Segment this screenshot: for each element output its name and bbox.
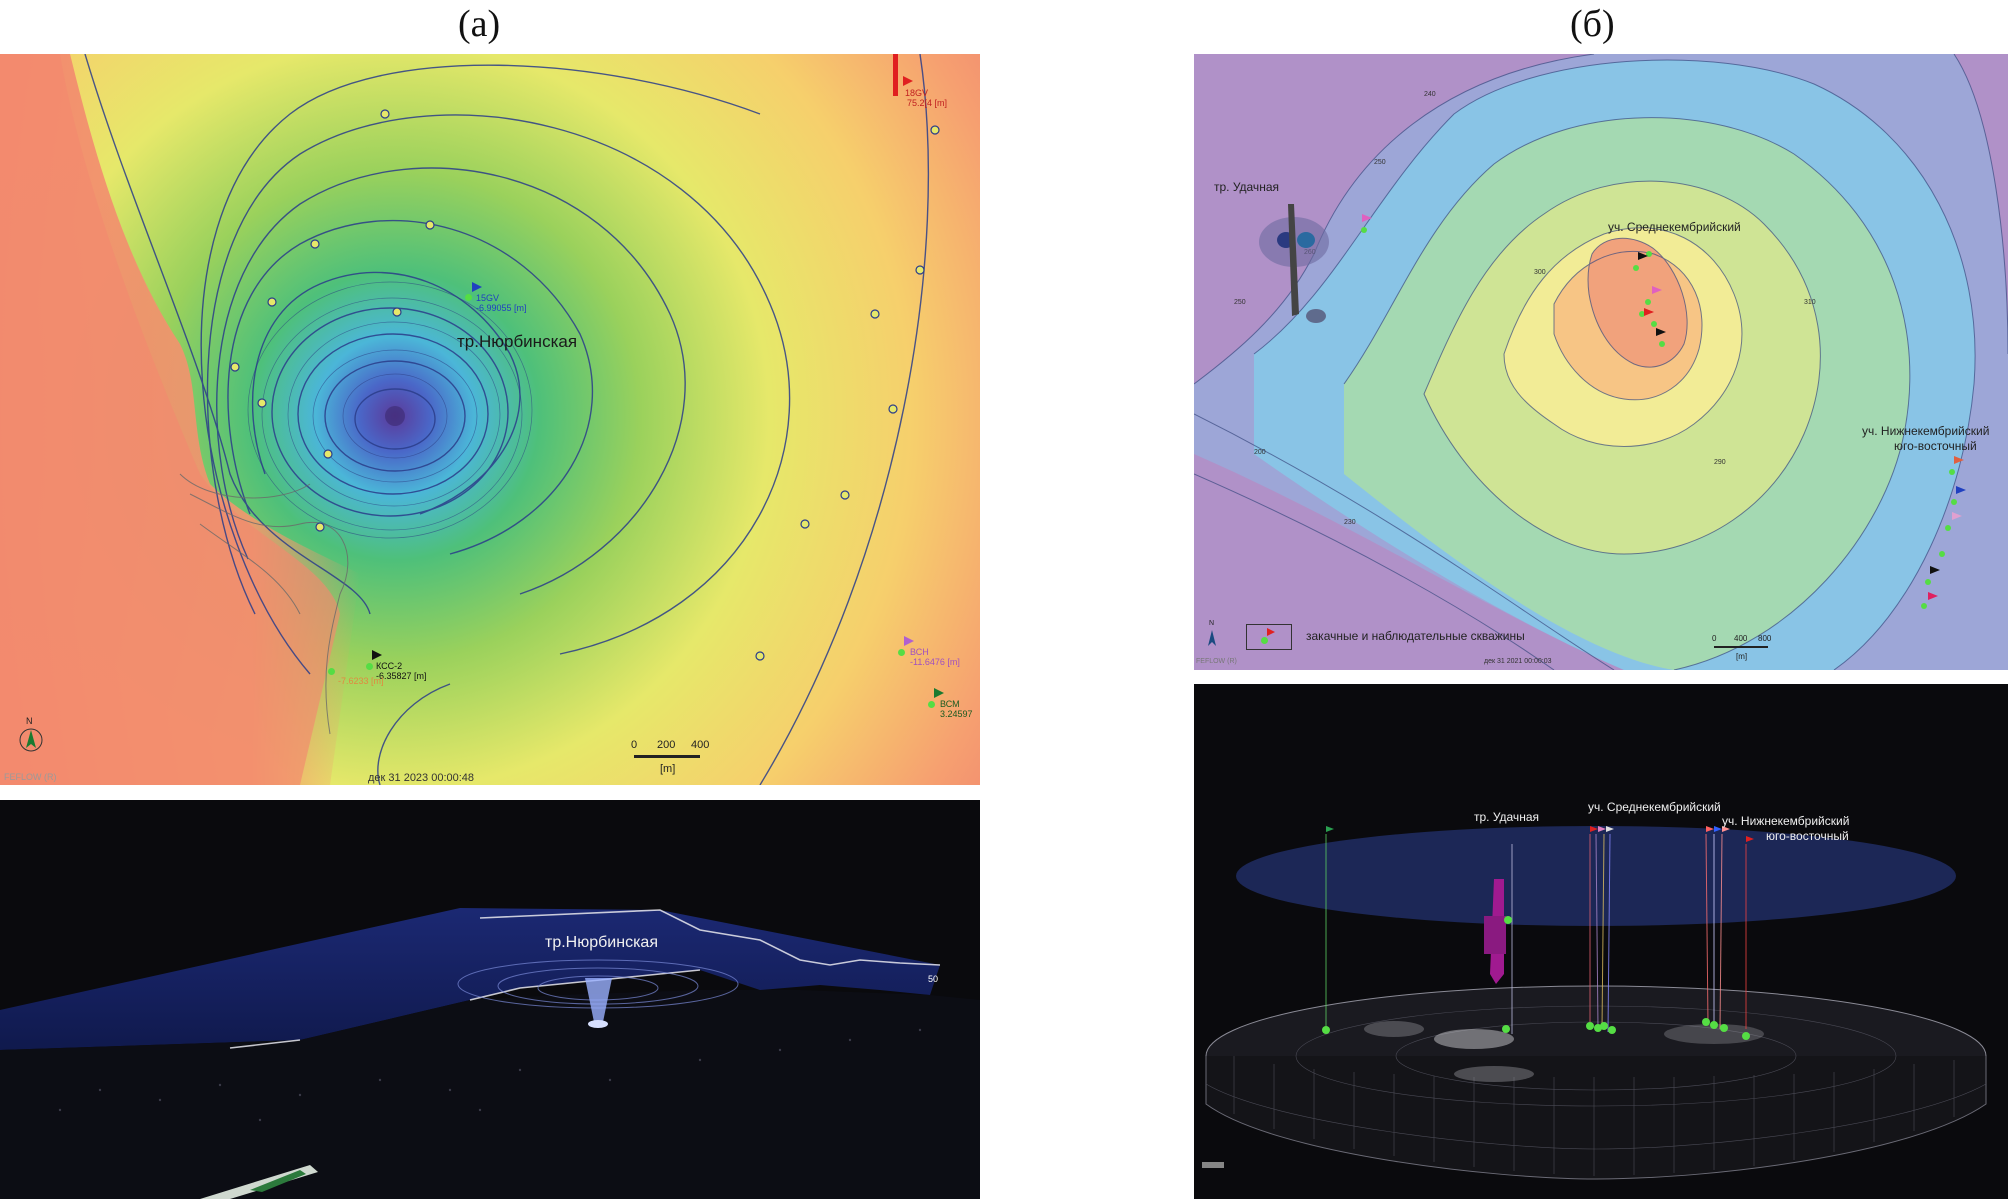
timestamp-a: дек 31 2023 00:00:48 [368,772,475,784]
label-udachnaya: тр. Удачная [1214,180,1279,194]
north-label-b: N [1209,620,1215,627]
well-18gv-value: 75.2[4 [m] [907,98,948,108]
well-18gv-name: 18GV [905,88,929,98]
caption-left: (a) [458,3,501,45]
well-15gv-value: -6.99055 [m] [476,303,527,313]
svg-text:310: 310 [1804,299,1816,306]
well-lone [1361,214,1372,233]
scale-tick-0: 0 [631,739,638,751]
well-15gv-dot [465,294,472,301]
well-18gv-flag-icon [903,76,913,86]
scale-bar-line [634,755,700,758]
north-arrow-b-icon [1208,630,1216,646]
well-18gv-bar [893,54,898,96]
well-kss2-name: КСС-2 [376,661,403,671]
wells-nizhne [1921,456,1966,609]
map-b-svg: 240 250 260 250 300 310 290 200 230 [1194,54,2008,670]
scale-b-tick-400: 400 [1734,634,1748,643]
label-nizhne-1: уч. Нижнекембрийский [1862,424,1990,438]
well-vsn-name: ВСН [910,647,929,657]
well-vsn-value: -11.6476 [m] [910,657,960,667]
scale-bar-a: 0 200 400 [m] [630,739,750,779]
caption-right: (б) [1570,3,1615,45]
legend-well-flag-icon [1267,628,1275,636]
view-a-3d-svg [0,908,980,1199]
place-label-nyurbinskaya: тр.Нюрбинская [457,332,578,351]
well-kss2-flag-icon [372,650,382,660]
scale-unit: [m] [660,763,676,775]
scale-tick-200: 200 [657,739,676,751]
brand-b: FEFLOW (R) [1196,658,1237,665]
legend-b: закачные и наблюдательные скважины [1246,624,1566,654]
place-label-nyurbinskaya-3d: тр.Нюрбинская [545,934,658,951]
label-sredne: уч. Среднекембрийский [1608,220,1741,234]
panel-a-bottom-3d: тр.Нюрбинская 50 [0,800,980,1199]
north-label: N [26,716,33,726]
legend-well-icon-box [1246,624,1292,650]
scale-tick-400: 400 [691,739,710,751]
label-nizhne-2-3d: юго-восточный [1766,829,1849,843]
scale-b-tick-0: 0 [1712,634,1717,643]
well-15gv-flag-icon [472,282,482,292]
legend-text: закачные и наблюдательные скважины [1306,629,1525,643]
well-kss2[interactable]: КСС-2 -6.35827 [m] [358,650,478,695]
well-kss2-value: -6.35827 [m] [376,671,427,681]
well-18gv[interactable]: 18GV 75.2[4 [m] [893,54,980,124]
svg-text:250: 250 [1234,299,1246,306]
wells-sredne [1633,251,1666,347]
well-kss2-dot [366,663,373,670]
well-vsm-flag-icon [934,688,944,698]
well-unnamed[interactable]: -7.6233 [m] [320,662,430,692]
brand-a: FEFLOW (R) [4,772,57,782]
panel-a-top-map: 18GV 75.2[4 [m] 15GV -6.99055 [m] тр.Нюр… [0,54,980,785]
well-unnamed-value: -7.6233 [m] [338,676,384,686]
well-15gv[interactable]: 15GV -6.99055 [m] [462,282,582,332]
label-nizhne-1-3d: уч. Нижнекембрийский [1722,814,1850,828]
svg-text:300: 300 [1534,269,1546,276]
panel-b-top-map: 240 250 260 250 300 310 290 200 230 [1194,54,2008,670]
udachnaya-pit [1259,204,1329,323]
north-arrow-icon [19,728,43,752]
scale-b-line [1714,646,1768,648]
label-udachnaya-3d: тр. Удачная [1474,810,1539,824]
well-15gv-name: 15GV [476,293,500,303]
legend-well-dot [1261,637,1268,644]
north-arrow-b: N [1202,620,1224,650]
label-sredne-3d: уч. Среднекембрийский [1588,800,1721,814]
label-nizhne-2: юго-восточный [1894,439,1977,453]
north-arrow-a: N [18,716,44,756]
scale-b-tick-800: 800 [1758,634,1772,643]
well-vsm-dot [928,701,935,708]
timestamp-b: дек 31 2021 00:00:03 [1484,658,1552,665]
svg-text:290: 290 [1714,459,1726,466]
map-a-svg [0,54,980,785]
svg-text:250: 250 [1374,159,1386,166]
contour-label-1: 240 [1424,91,1436,98]
panel-b-bottom-3d: тр. Удачная уч. Среднекембрийский уч. Ни… [1194,684,2008,1199]
well-vsm[interactable]: ВСМ 3.24597 [922,688,980,728]
scale-bar-b: 0 400 800 [m] [1712,634,1802,668]
well-vsm-value: 3.24597 [940,709,973,719]
svg-text:230: 230 [1344,519,1356,526]
well-vsn-dot [898,649,905,656]
svg-text:200: 200 [1254,449,1266,456]
well-vsn-flag-icon [904,636,914,646]
contour-value-3d: 50 [928,974,939,984]
well-vsm-name: ВСМ [940,699,960,709]
well-unnamed-dot [328,668,335,675]
view-b-3d-svg [1202,826,1987,1180]
well-flags-3d [1326,826,1754,842]
scale-b-unit: [m] [1736,652,1748,661]
well-vsn[interactable]: ВСН -11.6476 [m] [890,636,980,676]
